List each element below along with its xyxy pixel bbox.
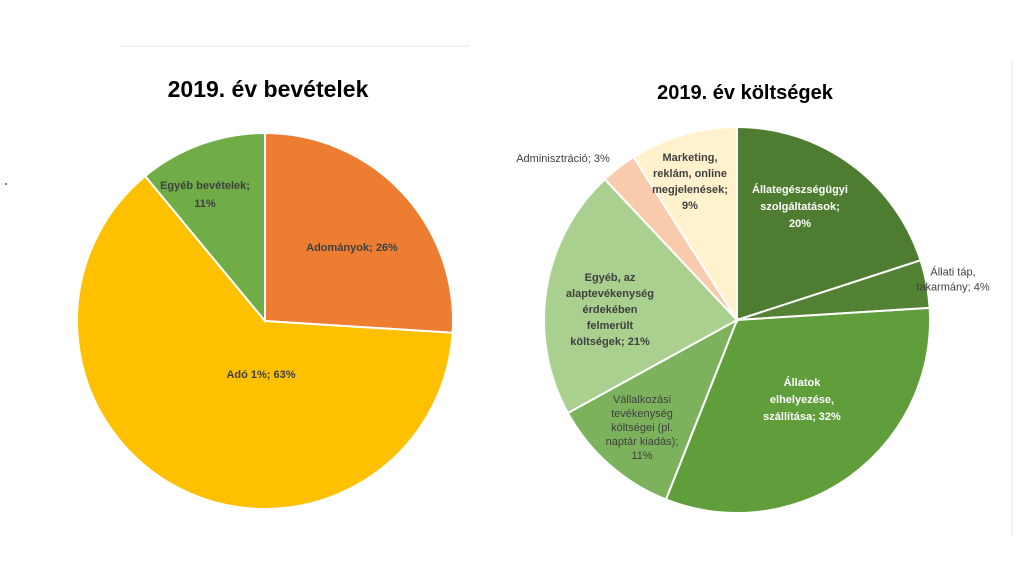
revenue-pie-chart: 2019. év bevételek Adományok; 26% Adó 1%;… (76, 76, 454, 510)
data-label-adomanyok: Adományok; 26% (306, 242, 398, 254)
data-label-vallalkozasi-tevekenyseg-koltsegei-pl-naptar-kiadas: Vállalkozási tevékenység költségei (pl. nap… (606, 394, 679, 462)
pie-slice-allategeszsegugyi-szolgaltatasok (736, 125, 922, 322)
pie-slice-marketing-reklam-online-megjelenesek (632, 125, 738, 324)
data-label-egyeb-az-alaptevekenyseg-erdekeben-felmerult-koltsegek: Egyéb, az alaptevékenység érdekében felmerü… (566, 272, 654, 348)
data-label-allatok-elhelyezese-szallitasa: Állatok elhelyezése, szállítása; 32% (763, 376, 841, 423)
data-label-allati-tap-takarmany: Állati táp, takarmány; 4% (916, 266, 990, 294)
data-label-ado-1: Adó 1%; 63% (226, 369, 295, 381)
pie-slice-ado-1 (76, 174, 454, 510)
cost-pie-chart: 2019. év költségek Állategészségügyi szol… (516, 82, 990, 514)
data-label-adminisztracio: Adminisztráció; 3% (516, 153, 610, 165)
pie-slice-egyeb-bevetelek (143, 131, 266, 324)
stray-dot (5, 183, 7, 185)
pie-slice-allatok-elhelyezese-szallitasa (664, 306, 931, 514)
data-label-allategeszsegugyi-szolgaltatasok: Állategészségügyi szolgáltatások; 20% (752, 183, 848, 230)
pie-slice-egyeb-az-alaptevekenyseg-erdekeben-felmerult-koltsegek (543, 177, 739, 415)
pie-slice-adomanyok (264, 131, 454, 334)
revenue-chart-title: 2019. év bevételek (168, 76, 369, 102)
pie-slice-vallalkozasi-tevekenyseg-koltsegei-pl-naptar-kiadas (566, 317, 739, 501)
cost-chart-title: 2019. év költségek (657, 82, 834, 104)
data-label-marketing-reklam-online-megjelenesek: Marketing, reklám, online megjelenések; 9% (652, 152, 728, 212)
data-label-egyeb-bevetelek: Egyéb bevételek; 11% (160, 180, 250, 210)
